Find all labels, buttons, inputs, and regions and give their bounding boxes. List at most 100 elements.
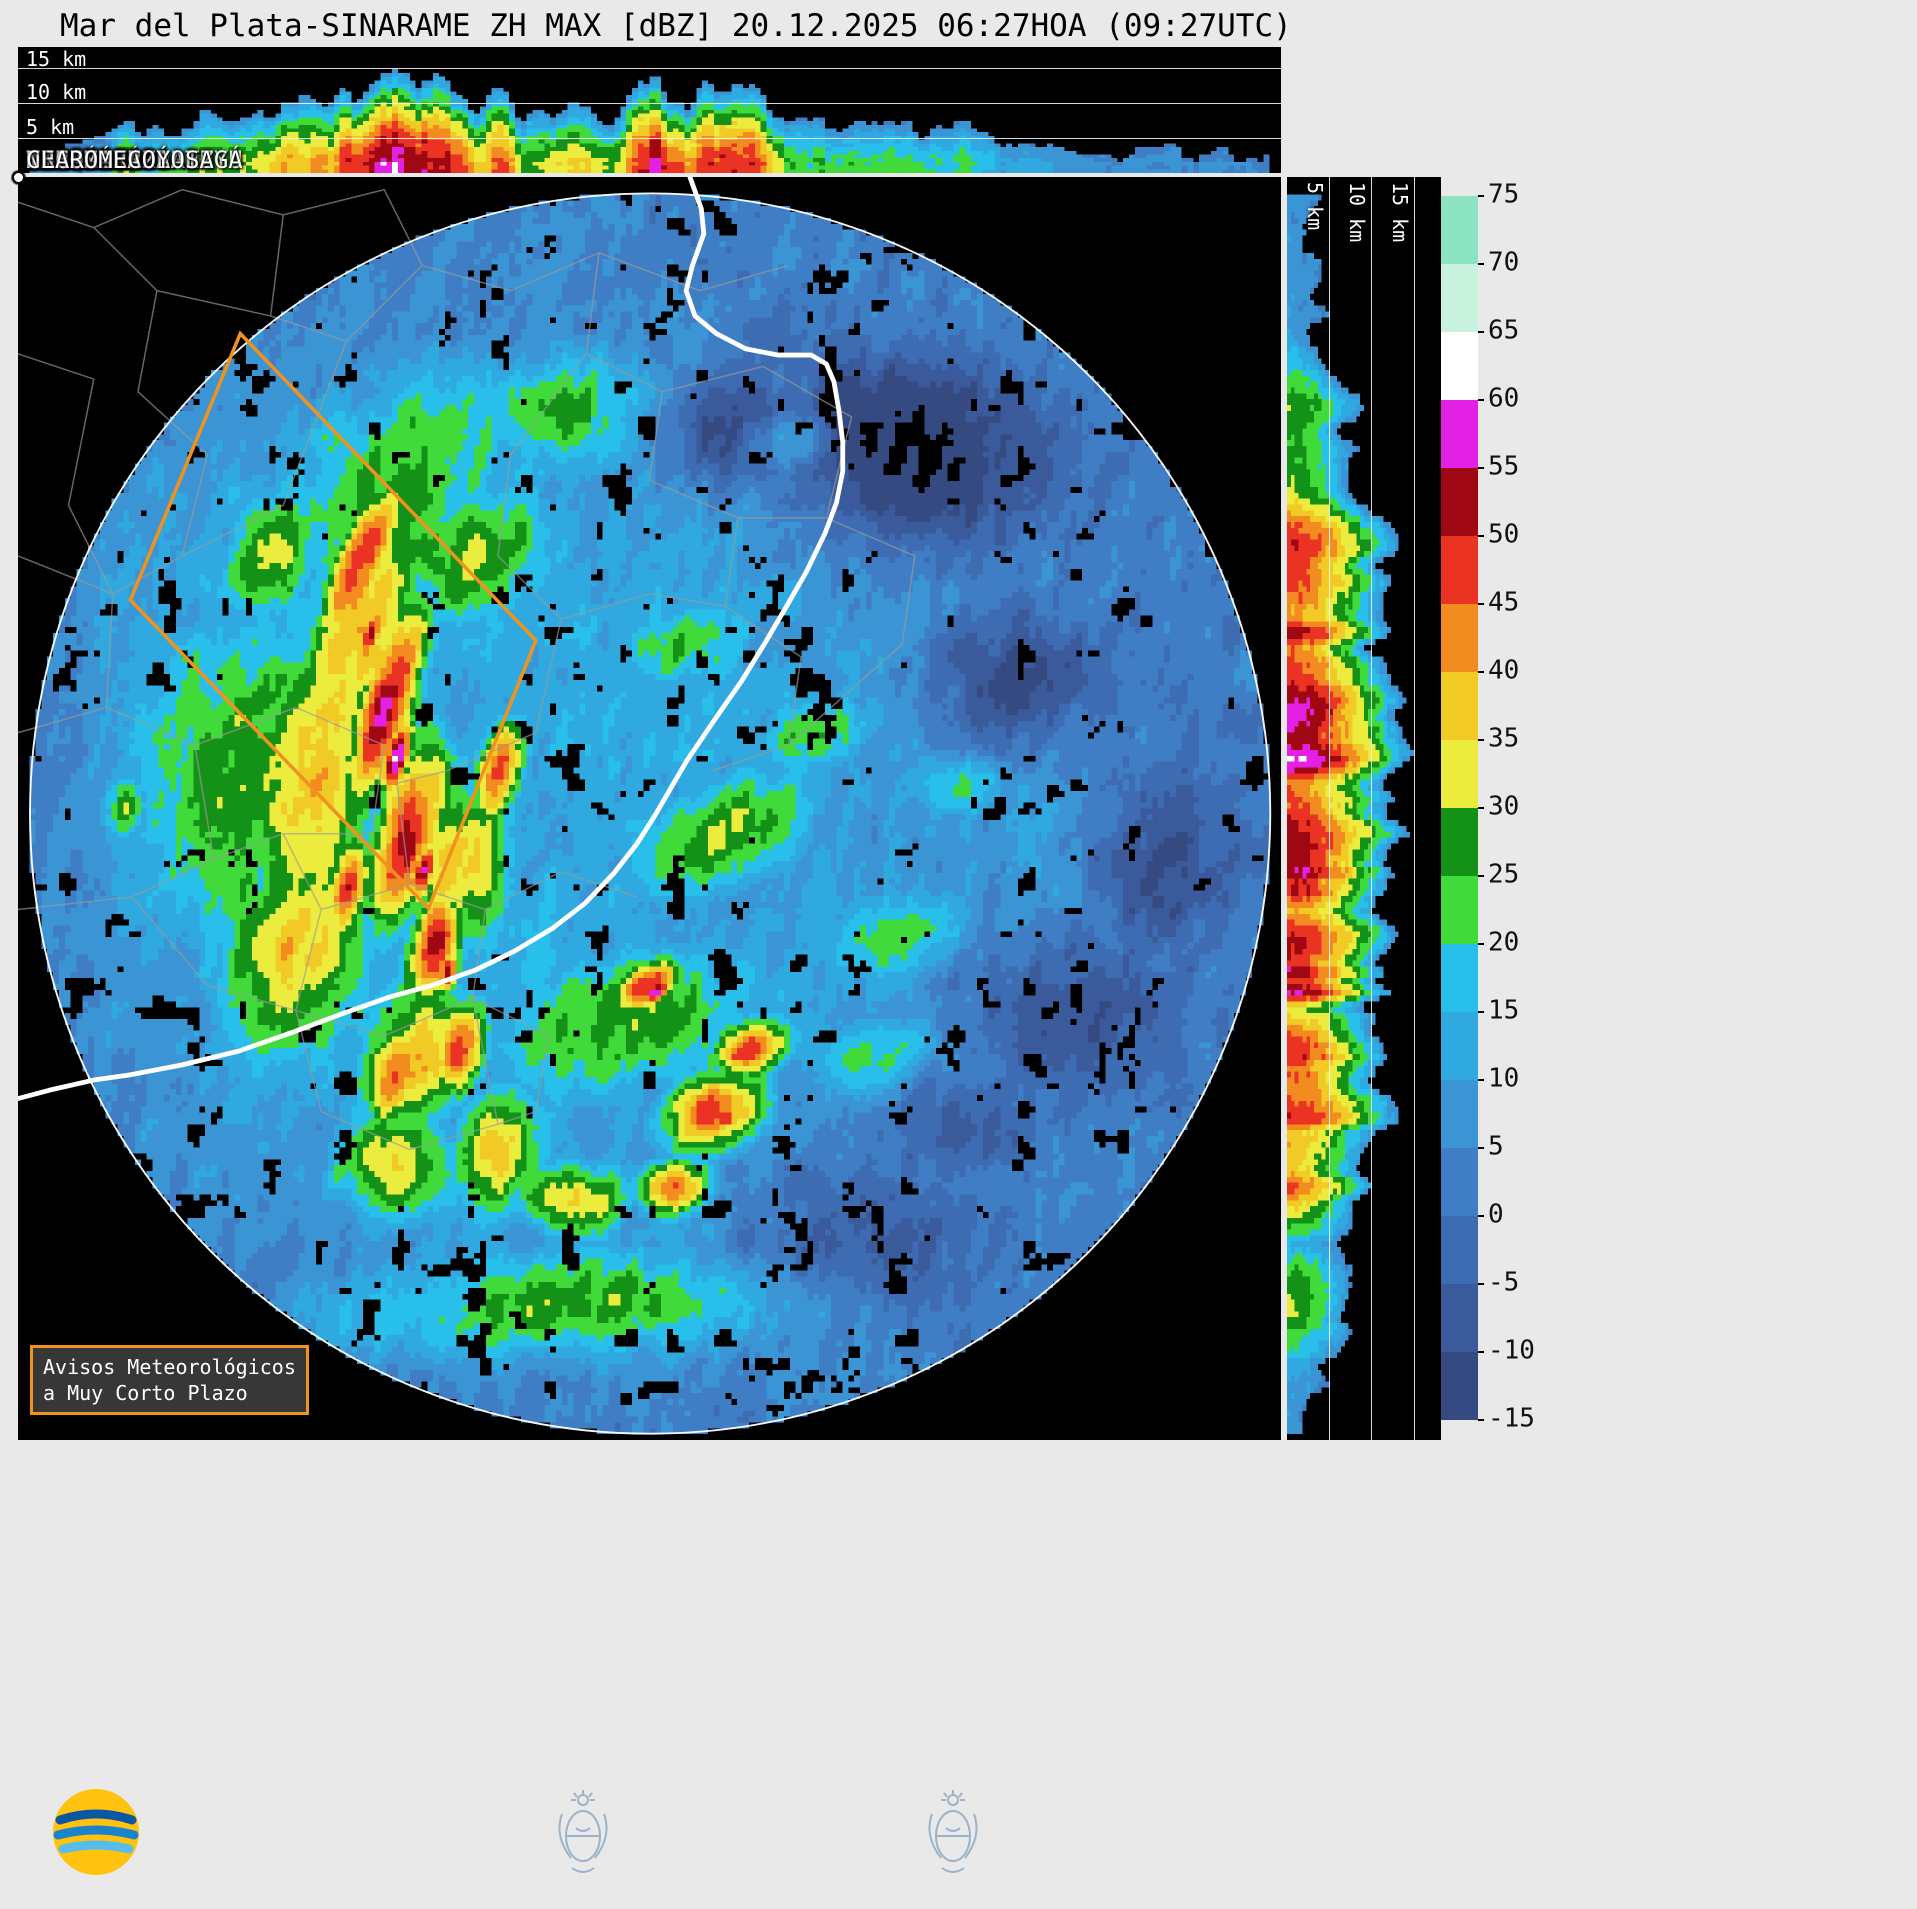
colorbar-band <box>1441 196 1478 264</box>
city-label: UDAQUIOLA <box>26 146 157 174</box>
city-label: DOLORES <box>26 146 128 174</box>
colorbar-band <box>1441 740 1478 808</box>
colorbar-tick <box>1478 1351 1484 1353</box>
city-marker: NECOCHEA <box>14 146 142 182</box>
cross-section-right-panel: 5 km 10 km 15 km <box>1287 177 1441 1440</box>
colorbar-tick <box>1478 1283 1484 1285</box>
city-label: PINAMAR <box>26 146 128 174</box>
colorbar-tick <box>1478 1215 1484 1217</box>
city-marker: CLAROMECO <box>14 146 156 182</box>
city-label: MAR DE AJÓ <box>26 146 171 174</box>
reflectivity-canvas <box>18 177 1281 1440</box>
altitude-label-5km-right: 5 km <box>1303 182 1327 231</box>
colorbar-band <box>1441 332 1478 400</box>
city-label: MIRAMAR <box>26 146 128 174</box>
gridline-15km-vertical <box>1414 177 1415 1440</box>
cross-section-top-panel: 15 km 10 km 5 km <box>18 47 1281 173</box>
radar-ppi-panel: GRAL. ALVEAR LAS FLORES DOLORES SAN C. DEL … <box>14 146 1281 1440</box>
colorbar-tick <box>1478 399 1484 401</box>
colorbar-tick <box>1478 331 1484 333</box>
city-label: G. CHAVEZ <box>26 146 157 174</box>
colorbar-tick-label: 5 <box>1488 1131 1504 1162</box>
colorbar-tick <box>1478 535 1484 537</box>
colorbar-band <box>1441 1012 1478 1080</box>
map-overlay <box>18 177 1272 1435</box>
warning-box-line2: a Muy Corto Plazo <box>43 1381 248 1405</box>
colorbar-tick-label: -10 <box>1488 1335 1535 1366</box>
city-label: TRES ARROYOS <box>26 146 200 174</box>
coastline <box>18 177 846 1102</box>
colorbar-tick <box>1478 467 1484 469</box>
colorbar-bands <box>1441 196 1478 1420</box>
ministry-defensa-emblem-icon <box>558 1790 608 1873</box>
city-marker: TANDIL <box>14 146 113 182</box>
altitude-label-10km-right: 10 km <box>1345 182 1369 243</box>
city-marker: GRAL. ALVEAR <box>14 146 199 182</box>
colorbar-tick-label: 15 <box>1488 995 1520 1026</box>
colorbar-tick-label: 40 <box>1488 655 1520 686</box>
colorbar-tick-label: 35 <box>1488 723 1520 754</box>
colorbar-band <box>1441 536 1478 604</box>
colorbar-band <box>1441 944 1478 1012</box>
colorbar-tick-label: 60 <box>1488 383 1520 414</box>
city-label: LOBERÍA <box>26 146 128 174</box>
city-marker: PINAMAR <box>14 146 127 182</box>
colorbar-tick <box>1478 671 1484 673</box>
colorbar-tick <box>1478 195 1484 197</box>
city-marker: DOLORES <box>14 146 127 182</box>
colorbar-band <box>1441 1216 1478 1284</box>
colorbar-band <box>1441 808 1478 876</box>
city-dot <box>14 173 23 182</box>
warning-box[interactable]: Avisos Meteorológicos a Muy Corto Plazo <box>30 1345 309 1415</box>
colorbar-tick-label: 55 <box>1488 451 1520 482</box>
city-marker: TRES ARROYOS <box>14 146 199 182</box>
city-marker: MAR DE AJÓ <box>14 146 171 182</box>
colorbar-tick-label: -5 <box>1488 1267 1520 1298</box>
city-marker: LAS FLORES <box>14 146 171 182</box>
colorbar-tick <box>1478 603 1484 605</box>
city-marker: G. CHAVEZ <box>14 146 156 182</box>
colorbar-band <box>1441 604 1478 672</box>
colorbar-tick <box>1478 807 1484 809</box>
colorbar-tick-label: 25 <box>1488 859 1520 890</box>
footer: Servicio Meteorológico Nacional Argentin… <box>0 1770 1917 1909</box>
city-marker: SAN C. DEL TUYÚ <box>14 146 243 182</box>
gridline-10km-vertical <box>1371 177 1372 1440</box>
city-label: MAR DEL PLATA <box>26 146 214 174</box>
colorbar-band <box>1441 1284 1478 1352</box>
colorbar-tick-label: 0 <box>1488 1199 1504 1230</box>
ministry-economia-emblem-icon <box>928 1790 978 1873</box>
colorbar-tick <box>1478 875 1484 877</box>
colorbar-band <box>1441 400 1478 468</box>
city-label: TANDIL <box>26 146 113 174</box>
altitude-label-5km: 5 km <box>26 115 75 139</box>
colorbar-tick <box>1478 263 1484 265</box>
reflectivity-colorbar: 75 70 65 60 55 50 45 40 35 30 25 20 15 10 5 0 -5 -10 -15 <box>1441 180 1581 1434</box>
colorbar-band <box>1441 876 1478 944</box>
colorbar-tick <box>1478 943 1484 945</box>
city-label: AYACUCHO <box>26 146 142 174</box>
city-label: OLAVARRÍA <box>26 146 157 174</box>
colorbar-tick-label: 70 <box>1488 247 1520 278</box>
colorbar-tick-label: 30 <box>1488 791 1520 822</box>
colorbar-band <box>1441 468 1478 536</box>
city-label: LAS FLORES <box>26 146 171 174</box>
colorbar-tick-label: 45 <box>1488 587 1520 618</box>
colorbar-tick-label: -15 <box>1488 1403 1535 1434</box>
city-label: GRAL. MADARIAGA <box>26 146 243 174</box>
city-label: RAUCH <box>26 146 99 174</box>
city-marker: BENITO JUÁREZ <box>14 146 214 182</box>
cross-section-right-canvas <box>1287 177 1441 1440</box>
warning-polygon <box>128 330 538 912</box>
colorbar-tick <box>1478 739 1484 741</box>
gridline-15km <box>18 68 1281 69</box>
colorbar-tick <box>1478 1147 1484 1149</box>
page-title: Mar del Plata-SINARAME ZH MAX [dBZ] 20.1… <box>60 8 1292 44</box>
colorbar-band <box>1441 1148 1478 1216</box>
gridline-5km <box>18 138 1281 139</box>
range-circle <box>29 192 1272 1435</box>
admin-boundaries <box>18 188 916 1151</box>
altitude-label-15km: 15 km <box>26 47 87 71</box>
colorbar-band <box>1441 1080 1478 1148</box>
city-label: SAN C. DEL TUYÚ <box>26 146 243 174</box>
